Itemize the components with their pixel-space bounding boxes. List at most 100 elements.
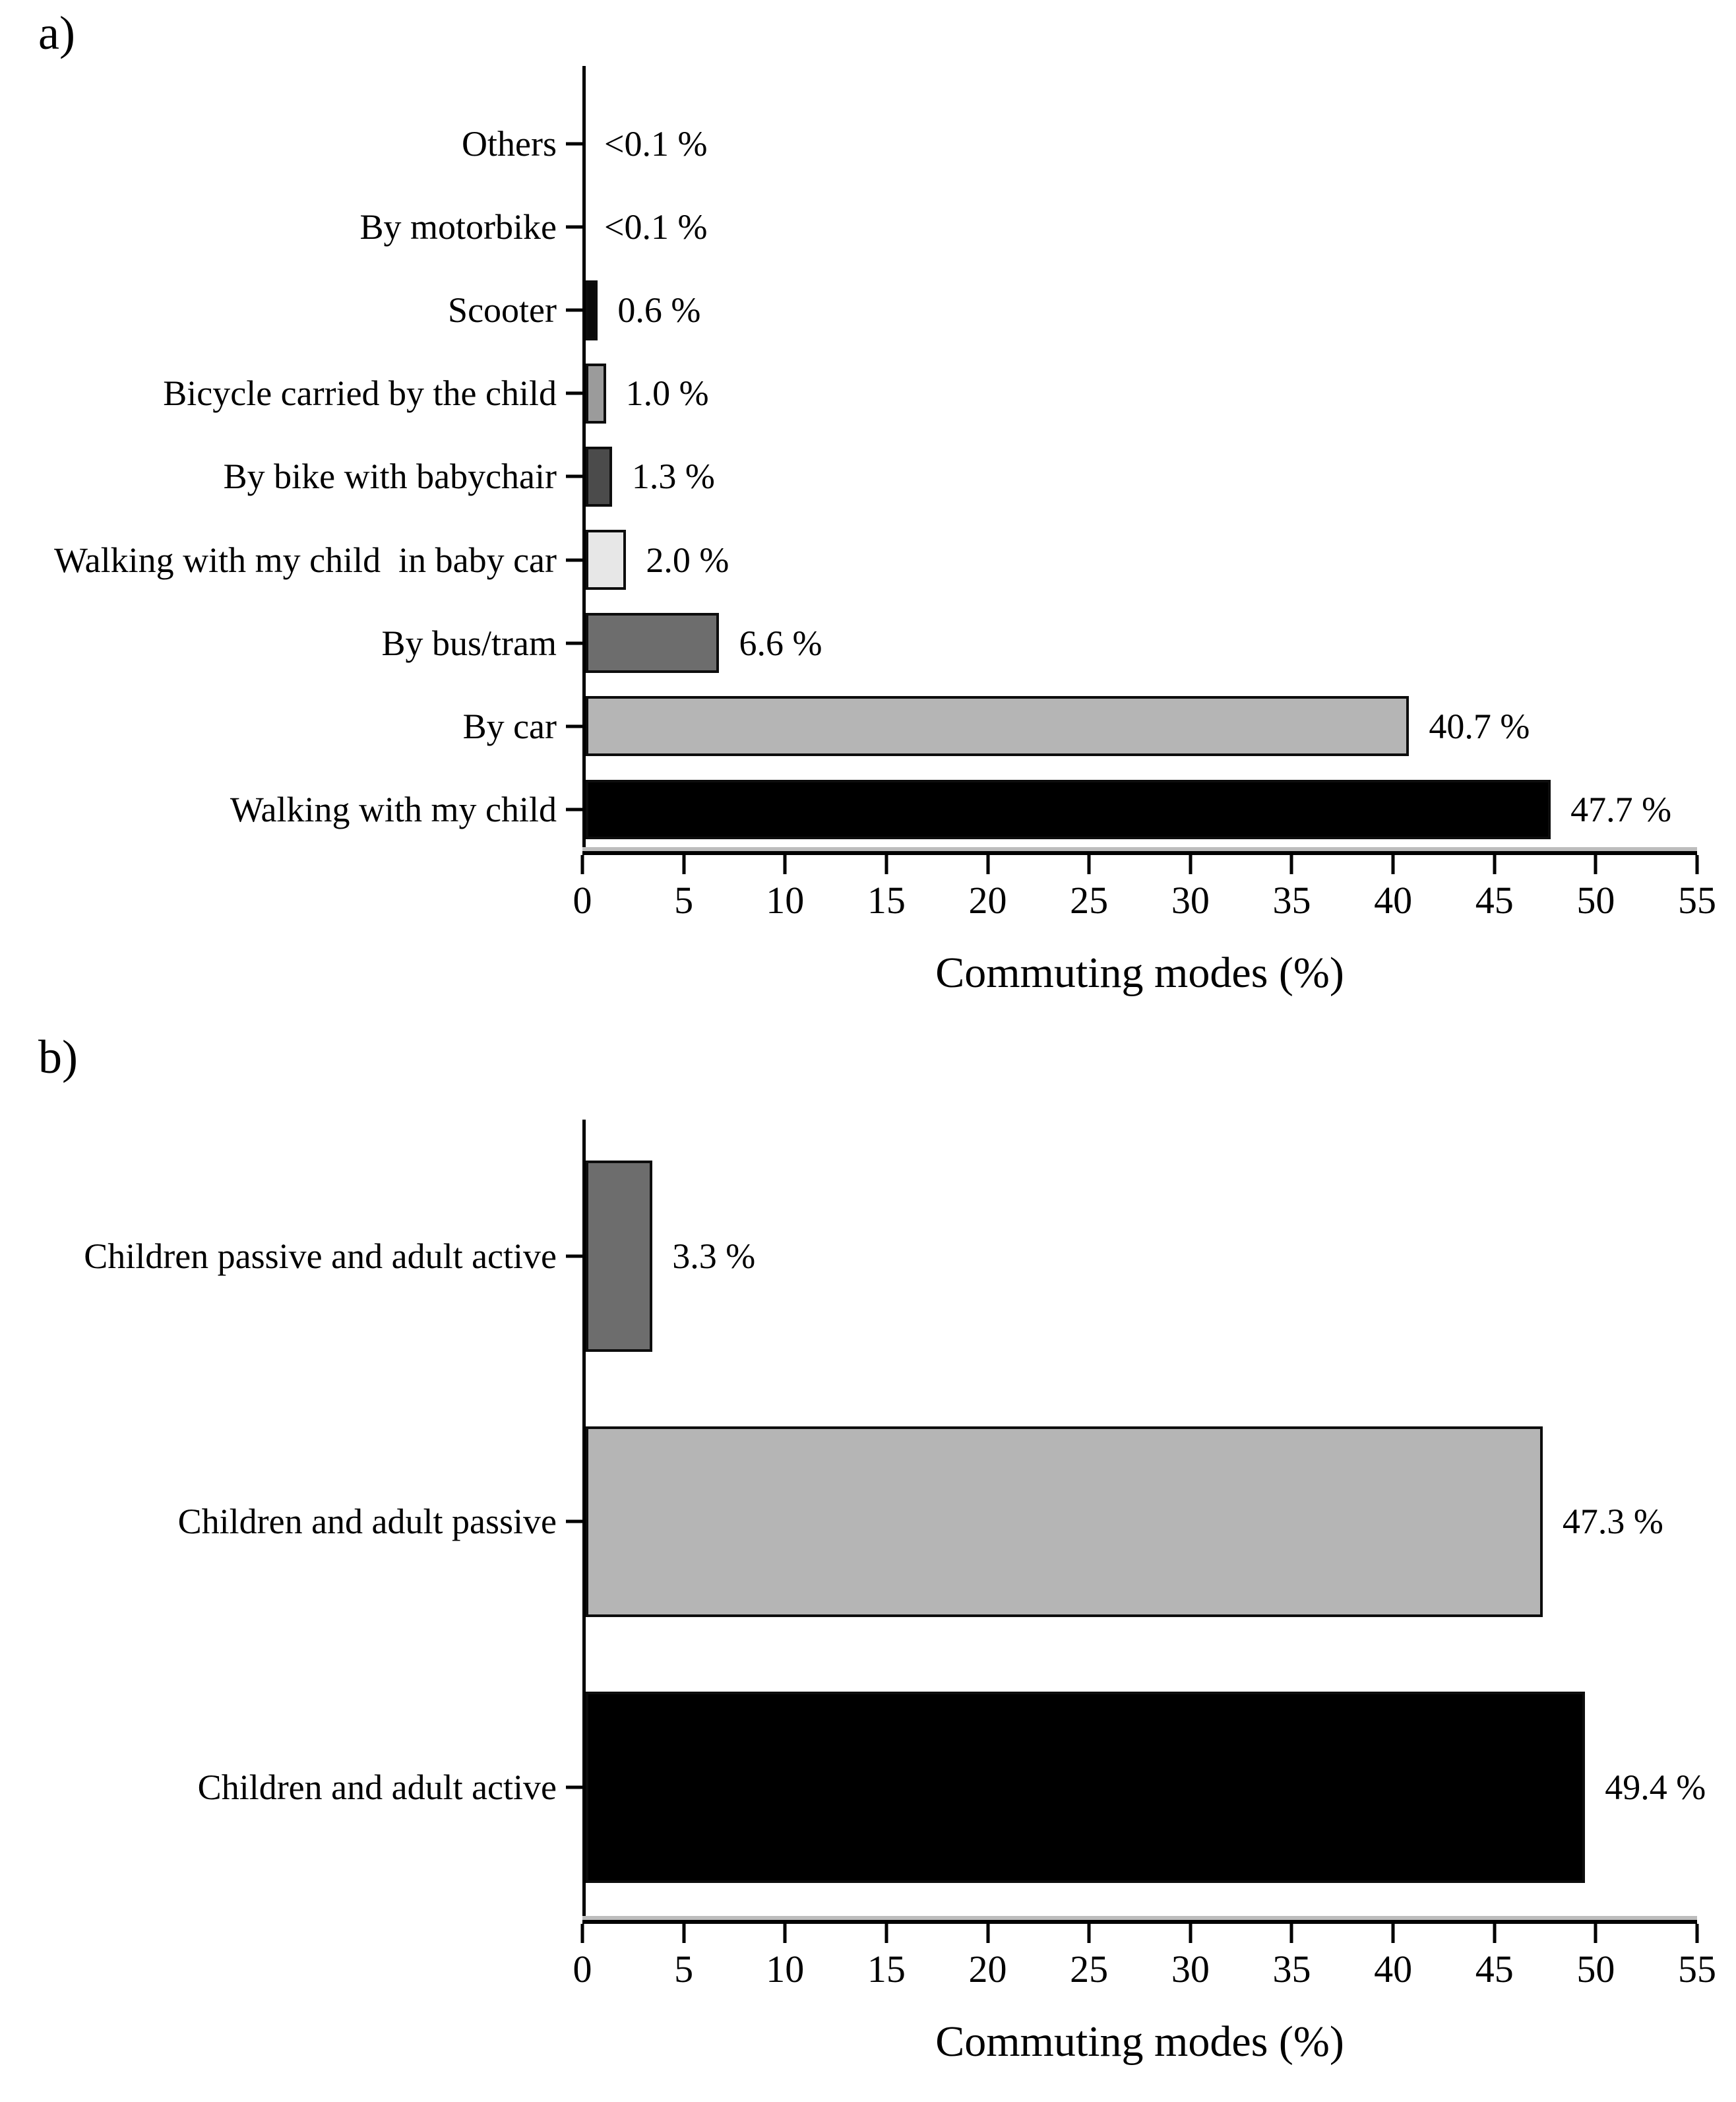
x-axis-tick-mark — [1189, 855, 1193, 874]
x-axis-tick-label: 40 — [1374, 1948, 1413, 1991]
x-axis-tick-label: 0 — [573, 1948, 592, 1991]
bar-row: Children and adult active 49.4 % — [198, 1655, 1706, 1920]
x-axis-tick-label: 5 — [674, 879, 694, 922]
x-axis-tick-mark — [1087, 855, 1091, 874]
panel-a-x-axis: 0 5 10 15 20 25 30 35 40 45 50 55 — [573, 851, 1716, 920]
panel-b-plot: Children passive and adult active 3.3 % … — [84, 1120, 1706, 1920]
category-tick-mark — [566, 808, 584, 812]
category-tick-mark — [566, 225, 584, 229]
category-tick-mark — [566, 558, 584, 562]
x-axis-tick-mark — [1493, 855, 1497, 874]
panel-b-letter: b) — [38, 1031, 78, 1083]
x-axis-tick-mark — [986, 1924, 990, 1943]
bar — [586, 447, 612, 507]
x-axis-tick-mark — [682, 855, 686, 874]
bar-row: Walking with my child 47.7 % — [230, 768, 1698, 851]
x-axis-tick-label: 20 — [968, 1948, 1007, 1991]
x-axis-tick-mark — [884, 855, 888, 874]
x-axis-tick-label: 35 — [1272, 879, 1311, 922]
bar — [586, 1691, 1586, 1883]
category-label: By bike with babychair — [223, 457, 557, 497]
category-tick-mark — [566, 724, 584, 728]
panel-a-bars: Others <0.1 % By motorbike <0.1 % Scoote… — [54, 102, 1698, 851]
category-tick-mark — [566, 142, 584, 146]
x-axis-tick-mark — [1391, 855, 1395, 874]
x-axis-tick-label: 35 — [1272, 1948, 1311, 1991]
x-axis-tick-label: 10 — [766, 1948, 805, 1991]
x-axis-tick-mark — [1289, 855, 1293, 874]
x-axis-tick-mark — [580, 855, 584, 874]
value-label: 1.3 % — [631, 457, 715, 497]
panel-a-plot: Others <0.1 % By motorbike <0.1 % Scoote… — [54, 66, 1698, 851]
x-axis-tick-mark — [1695, 1924, 1699, 1943]
bar — [586, 1161, 653, 1352]
x-axis-tick-mark — [1289, 1924, 1293, 1943]
category-tick-mark — [566, 474, 584, 478]
category-tick-mark — [566, 1254, 584, 1258]
category-label: Walking with my child in baby car — [54, 540, 557, 580]
value-label: 47.7 % — [1570, 789, 1672, 829]
x-axis-tick-mark — [1087, 1924, 1091, 1943]
bar-row: Bicycle carried by the child 1.0 % — [163, 352, 1698, 435]
bar — [586, 1426, 1543, 1618]
x-axis-tick-label: 0 — [573, 879, 592, 922]
x-axis-tick-label: 10 — [766, 879, 805, 922]
bar — [586, 363, 606, 424]
value-label: 1.0 % — [625, 373, 709, 414]
x-axis-tick-label: 30 — [1171, 879, 1210, 922]
bar-row: Others <0.1 % — [462, 102, 1698, 185]
category-tick-mark — [566, 308, 584, 312]
x-axis-tick-mark — [580, 1924, 584, 1943]
category-tick-mark — [566, 1519, 584, 1523]
value-label: 47.3 % — [1562, 1502, 1663, 1542]
value-label: 0.6 % — [617, 290, 701, 331]
value-label: 6.6 % — [739, 623, 822, 663]
value-label: <0.1 % — [604, 207, 708, 247]
bar — [586, 613, 720, 674]
panel-b-x-axis-title: Commuting modes (%) — [935, 2018, 1344, 2066]
value-label: <0.1 % — [604, 124, 708, 164]
bar-row: Children and adult passive 47.3 % — [178, 1389, 1698, 1654]
category-label: Walking with my child — [230, 789, 557, 829]
bar-row: By car 40.7 % — [463, 685, 1698, 768]
bar — [586, 280, 598, 340]
x-axis-tick-label: 50 — [1576, 1948, 1615, 1991]
bar-row: By bike with babychair 1.3 % — [224, 435, 1698, 518]
x-axis-tick-mark — [1493, 1924, 1497, 1943]
panel-b-bars: Children passive and adult active 3.3 % … — [84, 1124, 1706, 1920]
category-label: Scooter — [448, 290, 557, 331]
x-axis-tick-label: 15 — [867, 879, 906, 922]
x-axis-tick-mark — [682, 1924, 686, 1943]
x-axis-tick-mark — [1695, 855, 1699, 874]
bar-row: By bus/tram 6.6 % — [382, 602, 1698, 685]
bar — [586, 779, 1551, 840]
value-label: 40.7 % — [1429, 706, 1530, 746]
category-label: Others — [462, 124, 557, 164]
x-axis-tick-mark — [1189, 1924, 1193, 1943]
category-tick-mark — [566, 391, 584, 395]
bar-row: Walking with my child in baby car 2.0 % — [54, 519, 1698, 602]
x-axis-tick-label: 15 — [867, 1948, 906, 1991]
category-label: By motorbike — [359, 207, 557, 247]
x-axis-tick-label: 40 — [1374, 879, 1413, 922]
value-label: 49.4 % — [1605, 1767, 1706, 1807]
bar — [586, 530, 627, 590]
x-axis-tick-label: 20 — [968, 879, 1007, 922]
x-axis-tick-label: 25 — [1070, 1948, 1109, 1991]
x-axis-tick-label: 45 — [1475, 879, 1514, 922]
value-label: 2.0 % — [646, 540, 729, 580]
bar-row: By motorbike <0.1 % — [360, 185, 1698, 269]
panel-a-letter: a) — [38, 7, 75, 59]
x-axis-tick-label: 25 — [1070, 879, 1109, 922]
x-axis-tick-label: 5 — [674, 1948, 694, 1991]
x-axis-tick-mark — [884, 1924, 888, 1943]
x-axis-tick-label: 30 — [1171, 1948, 1210, 1991]
category-label: By car — [462, 706, 557, 746]
panel-a-x-axis-title: Commuting modes (%) — [935, 949, 1344, 997]
category-tick-mark — [566, 641, 584, 645]
category-label: By bus/tram — [381, 623, 557, 663]
x-axis-tick-label: 55 — [1678, 1948, 1716, 1991]
value-label: 3.3 % — [672, 1236, 756, 1277]
category-label: Children and adult active — [197, 1767, 557, 1807]
